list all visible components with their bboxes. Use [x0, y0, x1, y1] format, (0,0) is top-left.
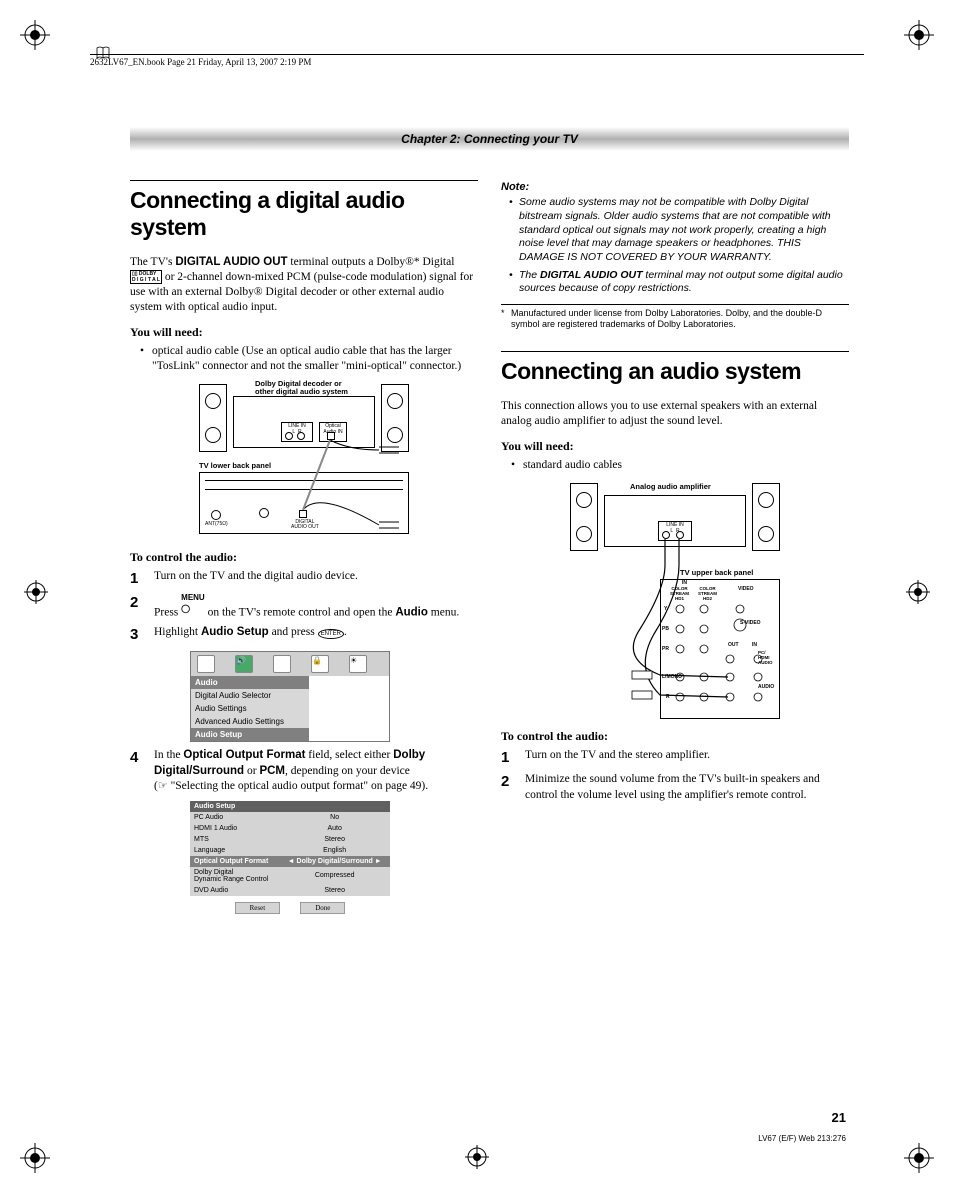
menu-item-selected: Audio Setup	[191, 728, 309, 741]
reset-button: Reset	[235, 902, 281, 914]
need-list: optical audio cable (Use an optical audi…	[130, 344, 478, 374]
note-heading: Note:	[501, 180, 849, 194]
done-button: Done	[300, 902, 345, 914]
chapter-banner: Chapter 2: Connecting your TV	[130, 127, 849, 151]
menu-item: Digital Audio Selector	[191, 689, 309, 702]
crop-mark-icon	[904, 1143, 934, 1173]
subheading-need: You will need:	[501, 439, 849, 454]
step-1: 1Turn on the TV and the stereo amplifier…	[501, 748, 849, 768]
step-4: 4 In the Optical Output Format field, se…	[130, 748, 478, 795]
registration-mark-icon	[906, 580, 930, 604]
note-item: Some audio systems may not be compatible…	[511, 196, 849, 264]
audio-menu-screenshot: 🔊 🔒 ☀ Audio Digital Audio Selector Audio…	[190, 651, 390, 742]
crop-mark-icon	[20, 1143, 50, 1173]
header-info: 2632LV67_EN.book Page 21 Friday, April 1…	[90, 54, 864, 67]
setup-buttons: Reset Done	[190, 902, 390, 914]
connection-diagram-digital: Dolby Digital decoder or other digital a…	[199, 380, 409, 540]
subheading-need: You will need:	[130, 325, 478, 340]
need-list: standard audio cables	[501, 458, 849, 473]
footnote: Manufactured under license from Dolby La…	[501, 304, 849, 331]
enter-button-icon: ENTER	[318, 629, 344, 639]
crop-mark-icon	[20, 20, 50, 50]
tab-picture-icon	[197, 655, 215, 673]
note-item: The DIGITAL AUDIO OUT terminal may not o…	[511, 269, 849, 296]
tab-audio-icon: 🔊	[235, 655, 253, 673]
note-list: Some audio systems may not be compatible…	[501, 196, 849, 295]
reference-icon: ☞	[158, 780, 168, 792]
menu-button-icon: MENU◯	[181, 593, 205, 615]
tab-setup-icon: ☀	[349, 655, 367, 673]
need-item: standard audio cables	[515, 458, 849, 473]
subheading-control: To control the audio:	[501, 729, 849, 744]
tab-app-icon	[273, 655, 291, 673]
step-1: 1Turn on the TV and the digital audio de…	[130, 569, 478, 589]
intro-paragraph: The TV's DIGITAL AUDIO OUT terminal outp…	[130, 255, 478, 315]
step-3: 3Highlight Audio Setup and press ENTER.	[130, 625, 478, 645]
subheading-control: To control the audio:	[130, 550, 478, 565]
tab-lock-icon: 🔒	[311, 655, 329, 673]
step-2: 2Press MENU◯ on the TV's remote control …	[130, 593, 478, 621]
crop-mark-icon	[904, 20, 934, 50]
footer-code: LV67 (E/F) Web 213:276	[758, 1134, 846, 1143]
registration-mark-icon	[465, 1145, 489, 1169]
section-heading: Connecting a digital audio system	[130, 180, 478, 241]
section-heading: Connecting an audio system	[501, 351, 849, 385]
intro-paragraph: This connection allows you to use extern…	[501, 399, 849, 429]
step-2: 2Minimize the sound volume from the TV's…	[501, 772, 849, 803]
menu-title: Audio	[191, 676, 309, 689]
menu-item: Audio Settings	[191, 702, 309, 715]
audio-setup-screenshot: Audio Setup PC AudioNo HDMI 1 AudioAuto …	[190, 801, 390, 896]
menu-item: Advanced Audio Settings	[191, 715, 309, 728]
registration-mark-icon	[24, 580, 48, 604]
connection-diagram-analog: Analog audio amplifier LINE INL R TV upp…	[570, 479, 780, 719]
need-item: optical audio cable (Use an optical audi…	[144, 344, 478, 374]
page-number: 21	[832, 1110, 846, 1125]
dolby-digital-icon: ▯▯ DOLBYD I G I T A L	[130, 270, 162, 284]
